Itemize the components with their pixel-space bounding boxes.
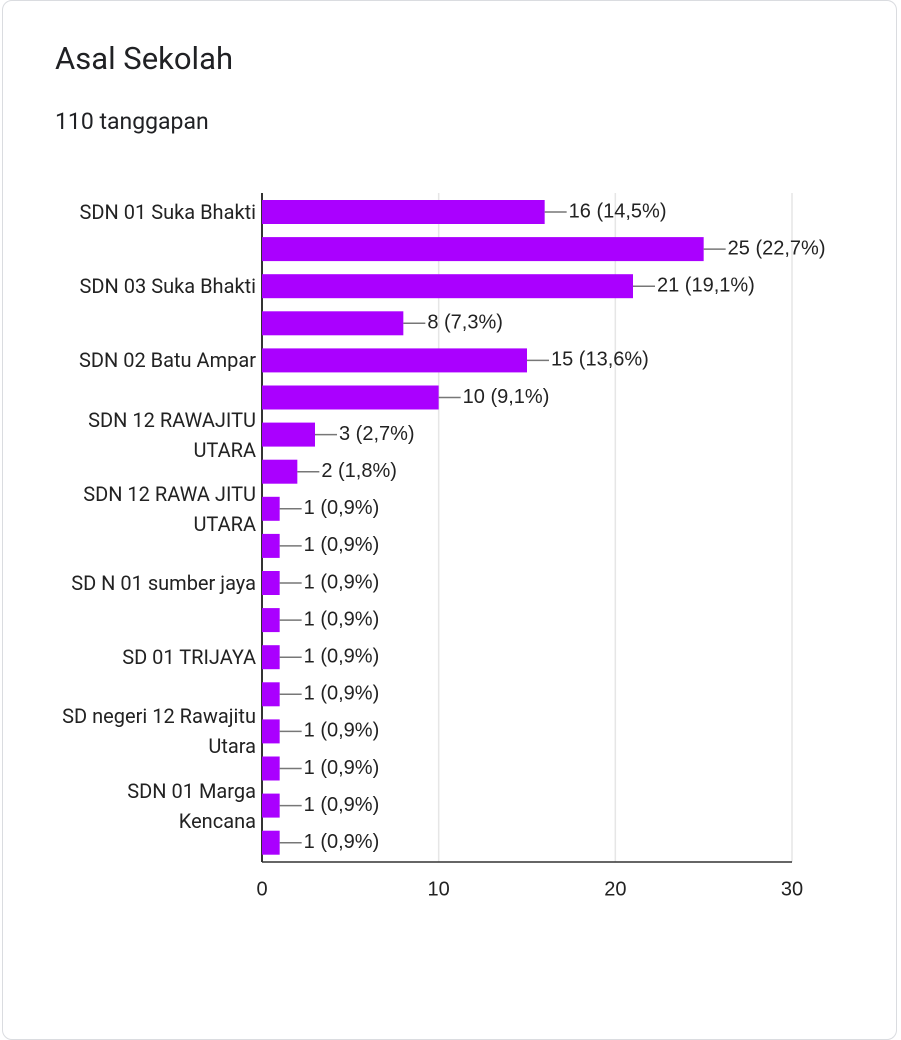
- bar: [262, 311, 404, 336]
- x-tick-label: 30: [781, 878, 803, 900]
- bar: [262, 237, 704, 262]
- value-label: 1 (0,9%): [304, 571, 380, 593]
- value-label: 1 (0,9%): [304, 683, 380, 705]
- value-label: 1 (0,9%): [304, 645, 380, 667]
- bar: [262, 719, 280, 744]
- y-tick-label: SD N 01 sumber jaya: [71, 571, 256, 595]
- bar: [262, 608, 280, 633]
- value-label: 3 (2,7%): [339, 423, 415, 445]
- y-tick-label: SDN 01 Marga Kencana: [127, 778, 256, 833]
- value-label: 8 (7,3%): [427, 312, 503, 334]
- value-label: 16 (14,5%): [569, 200, 667, 222]
- bar: [262, 459, 298, 484]
- value-label: 1 (0,9%): [304, 608, 380, 630]
- bar: [262, 793, 280, 818]
- value-label: 15 (13,6%): [551, 349, 649, 371]
- y-tick-label: SD negeri 12 Rawajitu Utara: [62, 704, 256, 759]
- value-label: 1 (0,9%): [304, 831, 380, 853]
- value-label: 25 (22,7%): [728, 237, 826, 259]
- y-tick-label: SDN 12 RAWA JITU UTARA: [83, 481, 256, 536]
- value-label: 1 (0,9%): [304, 794, 380, 816]
- bar: [262, 682, 280, 707]
- chart-subtitle: 110 tanggapan: [55, 108, 209, 135]
- bar: [262, 274, 633, 299]
- bar: [262, 348, 527, 373]
- y-tick-label: SD 01 TRIJAYA: [122, 645, 256, 670]
- bar: [262, 496, 280, 521]
- value-label: 1 (0,9%): [304, 534, 380, 556]
- y-tick-label: SDN 02 Batu Ampar: [78, 348, 256, 373]
- bar: [262, 830, 280, 855]
- value-label: 10 (9,1%): [463, 386, 550, 408]
- y-tick-label: SDN 03 Suka Bhakti: [79, 274, 256, 299]
- value-label: 1 (0,9%): [304, 497, 380, 519]
- bar: [262, 756, 280, 781]
- bar: [262, 533, 280, 558]
- bar: [262, 422, 315, 447]
- y-tick-label: SDN 01 Suka Bhakti: [79, 200, 256, 224]
- value-label: 1 (0,9%): [304, 720, 380, 742]
- y-tick-label: SDN 12 RAWAJITU UTARA: [88, 407, 256, 462]
- bar: [262, 571, 280, 595]
- bar: [262, 645, 280, 670]
- bar: [262, 200, 545, 224]
- value-label: 2 (1,8%): [321, 460, 397, 482]
- chart-title: Asal Sekolah: [55, 40, 234, 77]
- value-label: 21 (19,1%): [657, 274, 755, 296]
- value-label: 1 (0,9%): [304, 757, 380, 779]
- x-tick-label: 10: [428, 878, 450, 900]
- bar: [262, 385, 439, 410]
- x-tick-label: 20: [604, 878, 626, 900]
- x-tick-label: 0: [256, 878, 267, 900]
